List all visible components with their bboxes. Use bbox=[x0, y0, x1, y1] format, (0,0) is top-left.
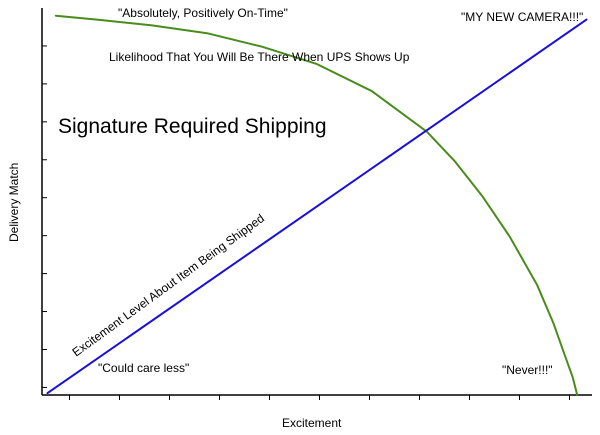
x-axis-label: Excitement bbox=[282, 416, 342, 430]
y-axis-label: Delivery Match bbox=[7, 163, 21, 242]
annotation-could-care-less: "Could care less" bbox=[98, 361, 189, 375]
chart-title: Signature Required Shipping bbox=[58, 115, 327, 138]
legend-label-ups-likelihood: Likelihood That You Will Be There When U… bbox=[109, 50, 410, 64]
annotation-new-camera: "MY NEW CAMERA!!!" bbox=[461, 10, 583, 24]
legend-label-excitement: Excitement Level About Item Being Shippe… bbox=[70, 211, 267, 359]
series-line-excitement bbox=[46, 18, 588, 395]
axis-ticks bbox=[42, 45, 570, 400]
annotation-on-time: "Absolutely, Positively On-Time" bbox=[118, 6, 288, 20]
annotation-never: "Never!!!" bbox=[502, 363, 553, 377]
series-line-ups-likelihood bbox=[54, 14, 579, 396]
